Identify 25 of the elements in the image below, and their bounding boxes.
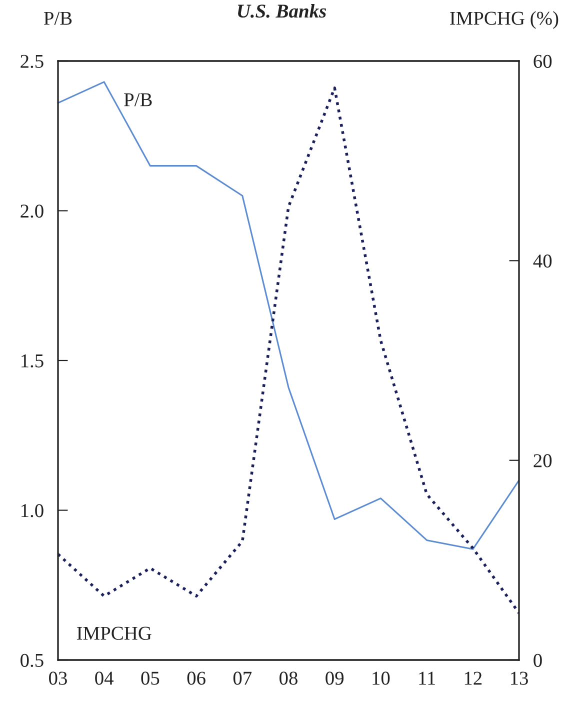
y-tick-label: 2.5 — [20, 54, 44, 68]
y2-tick-label: 40 — [533, 254, 552, 268]
y-axis-title: P/B — [44, 12, 72, 25]
x-tick-label: 03 — [49, 672, 67, 685]
y2-axis-title: IMPCHG (%) — [450, 11, 558, 29]
series-label: IMPCHG — [77, 626, 152, 640]
series-label: P/B — [124, 93, 152, 106]
y2-tick-label: 20 — [534, 454, 552, 468]
y-tick-label: 0.5 — [20, 654, 44, 668]
x-tick-label: 05 — [141, 672, 160, 685]
x-tick-label: 08 — [280, 672, 298, 685]
y-tick-label: 1.0 — [22, 504, 44, 518]
x-tick-label: 06 — [187, 672, 206, 685]
y2-tick-label: 0 — [534, 654, 542, 667]
x-tick-label: 13 — [510, 672, 528, 685]
chart-title: U.S. Banks — [238, 4, 326, 18]
x-tick-label: 09 — [326, 672, 344, 685]
y-tick-label: 1.5 — [22, 354, 44, 368]
x-tick-label: 12 — [464, 672, 482, 685]
x-tick-label: 11 — [419, 672, 435, 685]
y-tick-label: 2.0 — [20, 204, 44, 218]
x-tick-label: 10 — [372, 672, 390, 685]
y2-tick-label: 60 — [534, 54, 552, 68]
x-tick-label: 04 — [95, 672, 114, 685]
x-tick-label: 07 — [233, 672, 252, 685]
